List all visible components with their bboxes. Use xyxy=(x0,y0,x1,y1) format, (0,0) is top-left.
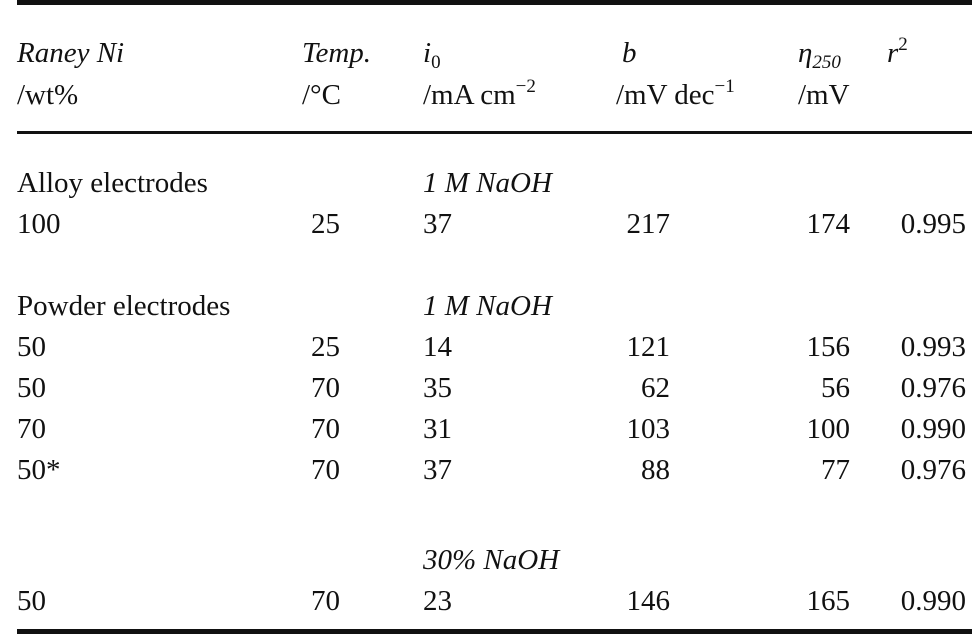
cell-raney: 70 xyxy=(17,413,46,445)
cell-r2: 0.993 xyxy=(900,331,966,363)
header-r2-superscript: 2 xyxy=(898,34,908,55)
header-raney-ni: Raney Ni xyxy=(17,37,125,69)
cell-r2: 0.990 xyxy=(900,585,966,617)
cell-r2: 0.976 xyxy=(900,454,966,486)
header-b-unit: /mV dec−1 xyxy=(616,76,735,112)
cell-i0: 37 xyxy=(423,454,452,486)
cell-eta: 156 xyxy=(806,331,851,363)
cell-raney: 50* xyxy=(17,454,61,486)
top-rule xyxy=(17,0,972,5)
cell-temp: 25 xyxy=(311,331,340,363)
header-i0-subscript: 0 xyxy=(431,52,441,73)
cell-raney: 50 xyxy=(17,585,46,617)
cell-i0: 31 xyxy=(423,413,452,445)
cell-eta: 56 xyxy=(821,372,850,404)
cell-b: 217 xyxy=(626,208,671,240)
header-temp: Temp. xyxy=(302,37,372,69)
header-eta-subscript: 250 xyxy=(812,52,841,73)
cell-r2: 0.995 xyxy=(900,208,966,240)
header-r2-symbol: r xyxy=(887,37,899,69)
cell-r2: 0.990 xyxy=(900,413,966,445)
section-medium: 1 M NaOH xyxy=(423,290,552,322)
header-eta: η250 xyxy=(798,36,841,73)
section-label: Powder electrodes xyxy=(17,290,231,322)
section-medium: 1 M NaOH xyxy=(423,167,552,199)
cell-eta: 165 xyxy=(806,585,851,617)
section-label: Alloy electrodes xyxy=(17,167,208,199)
cell-i0: 23 xyxy=(423,585,452,617)
header-b-unit-exp: −1 xyxy=(714,76,735,97)
cell-b: 146 xyxy=(626,585,671,617)
cell-b: 121 xyxy=(626,331,671,363)
cell-eta: 77 xyxy=(821,454,850,486)
header-eta-unit: /mV xyxy=(798,79,850,111)
cell-temp: 25 xyxy=(311,208,340,240)
header-eta-symbol: η xyxy=(798,37,813,69)
header-i0: i0 xyxy=(423,36,441,73)
header-i0-symbol: i xyxy=(423,37,432,69)
section-medium: 30% NaOH xyxy=(423,544,560,576)
cell-b: 62 xyxy=(641,372,670,404)
header-raney-ni-unit: /wt% xyxy=(17,79,79,111)
bottom-rule xyxy=(17,629,972,634)
header-rule xyxy=(17,131,972,134)
cell-i0: 35 xyxy=(423,372,452,404)
cell-temp: 70 xyxy=(311,454,340,486)
cell-eta: 174 xyxy=(806,208,851,240)
cell-temp: 70 xyxy=(311,372,340,404)
cell-raney: 50 xyxy=(17,331,46,363)
header-i0-unit: /mA cm−2 xyxy=(423,76,536,112)
cell-temp: 70 xyxy=(311,413,340,445)
cell-eta: 100 xyxy=(806,413,851,445)
header-b-unit-text: /mV dec xyxy=(616,79,715,111)
cell-raney: 100 xyxy=(17,208,61,240)
cell-i0: 37 xyxy=(423,208,452,240)
header-temp-unit: /°C xyxy=(302,79,341,111)
header-r2: r2 xyxy=(887,34,908,70)
header-b: b xyxy=(622,37,637,69)
cell-b: 88 xyxy=(641,454,670,486)
header-i0-unit-text: /mA cm xyxy=(423,79,516,111)
cell-raney: 50 xyxy=(17,372,46,404)
cell-temp: 70 xyxy=(311,585,340,617)
cell-b: 103 xyxy=(626,413,671,445)
header-i0-unit-exp: −2 xyxy=(515,76,536,97)
cell-i0: 14 xyxy=(423,331,452,363)
cell-r2: 0.976 xyxy=(900,372,966,404)
